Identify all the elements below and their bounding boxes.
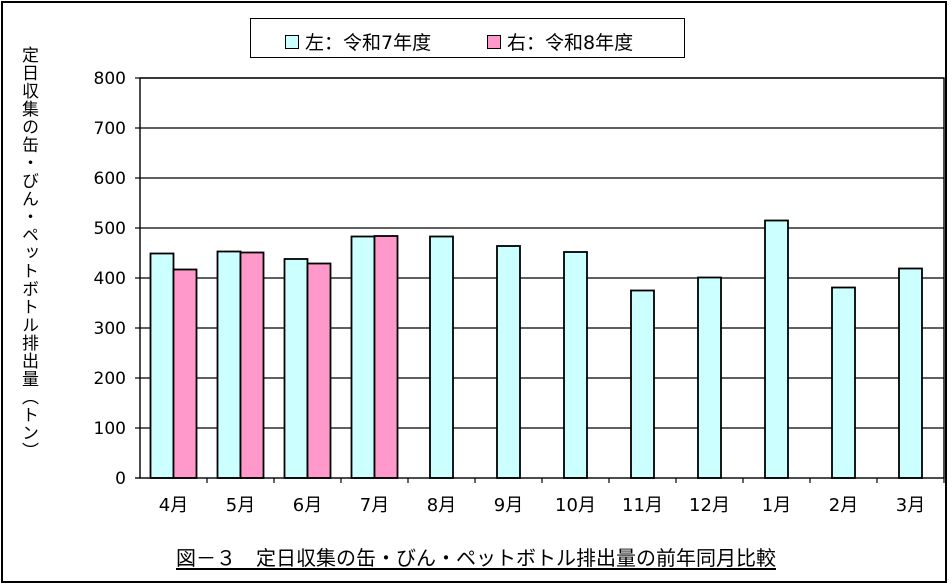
x-tick-label: 12月	[689, 495, 730, 516]
bar-r8-4	[373, 235, 399, 479]
legend-swatch-r7	[285, 34, 299, 49]
x-tick-label: 9月	[494, 495, 523, 516]
bar-r7-7	[563, 251, 588, 479]
grid-lines	[140, 77, 944, 478]
bar-r8-1	[172, 268, 198, 479]
x-tick-label: 7月	[360, 495, 389, 516]
y-tick-label: 500	[94, 219, 126, 239]
bar-r7-3	[283, 258, 309, 479]
figure-caption: 図－３ 定日収集の缶・びん・ペットボトル排出量の前年同月比較	[0, 542, 952, 571]
legend: 左：令和7年度 右：令和8年度	[250, 18, 685, 58]
y-tick-label: 300	[94, 319, 126, 339]
bars	[149, 219, 923, 479]
legend-item-r7: 左：令和7年度	[285, 28, 431, 55]
bar-r7-8	[630, 289, 655, 479]
y-tick-label: 600	[94, 169, 126, 189]
x-tick-label: 11月	[622, 495, 663, 516]
y-tick-label: 700	[94, 119, 126, 139]
plot-border	[139, 77, 945, 479]
y-tick-label: 100	[94, 419, 126, 439]
bar-r7-12	[898, 267, 923, 479]
bar-r7-10	[764, 219, 789, 479]
legend-item-r8: 右：令和8年度	[487, 28, 633, 55]
figure-caption-text: 図－３ 定日収集の缶・びん・ペットボトル排出量の前年同月比較	[176, 546, 776, 570]
bar-r7-6	[496, 245, 521, 479]
y-tick-label: 800	[94, 69, 126, 89]
x-tick-label: 2月	[829, 495, 858, 516]
x-tick-label: 1月	[762, 495, 791, 516]
x-tick-label: 3月	[896, 495, 925, 516]
y-tick-label: 400	[94, 269, 126, 289]
y-axis-label: 定日収集の缶・びん・ペットボトル排出量（トン）	[18, 46, 38, 460]
x-tick-label: 8月	[427, 495, 456, 516]
y-tick-labels: 0 100 200 300 400 500 600 700 800	[94, 69, 126, 489]
x-tick-label: 10月	[555, 495, 596, 516]
bar-r7-5	[429, 235, 454, 479]
bar-r7-9	[697, 276, 722, 479]
x-tick-label: 5月	[226, 495, 255, 516]
bar-r7-2	[216, 250, 242, 479]
x-tick-labels: 4月 5月 6月 7月 8月 9月 10月 11月 12月 1月 2月 3月	[159, 495, 925, 516]
bar-r8-2	[239, 251, 265, 479]
x-tick-label: 4月	[159, 495, 188, 516]
legend-label-r7: 左：令和7年度	[305, 32, 432, 54]
y-tick-label: 200	[94, 369, 126, 389]
axes	[135, 77, 945, 483]
bar-r7-11	[831, 286, 856, 479]
legend-label-r8: 右：令和8年度	[507, 32, 634, 54]
bar-r7-4	[350, 235, 376, 479]
y-tick-label: 0	[115, 469, 126, 489]
bar-r8-3	[306, 262, 332, 479]
bar-r7-1	[149, 252, 175, 479]
x-tick-label: 6月	[293, 495, 322, 516]
legend-swatch-r8	[487, 34, 501, 49]
